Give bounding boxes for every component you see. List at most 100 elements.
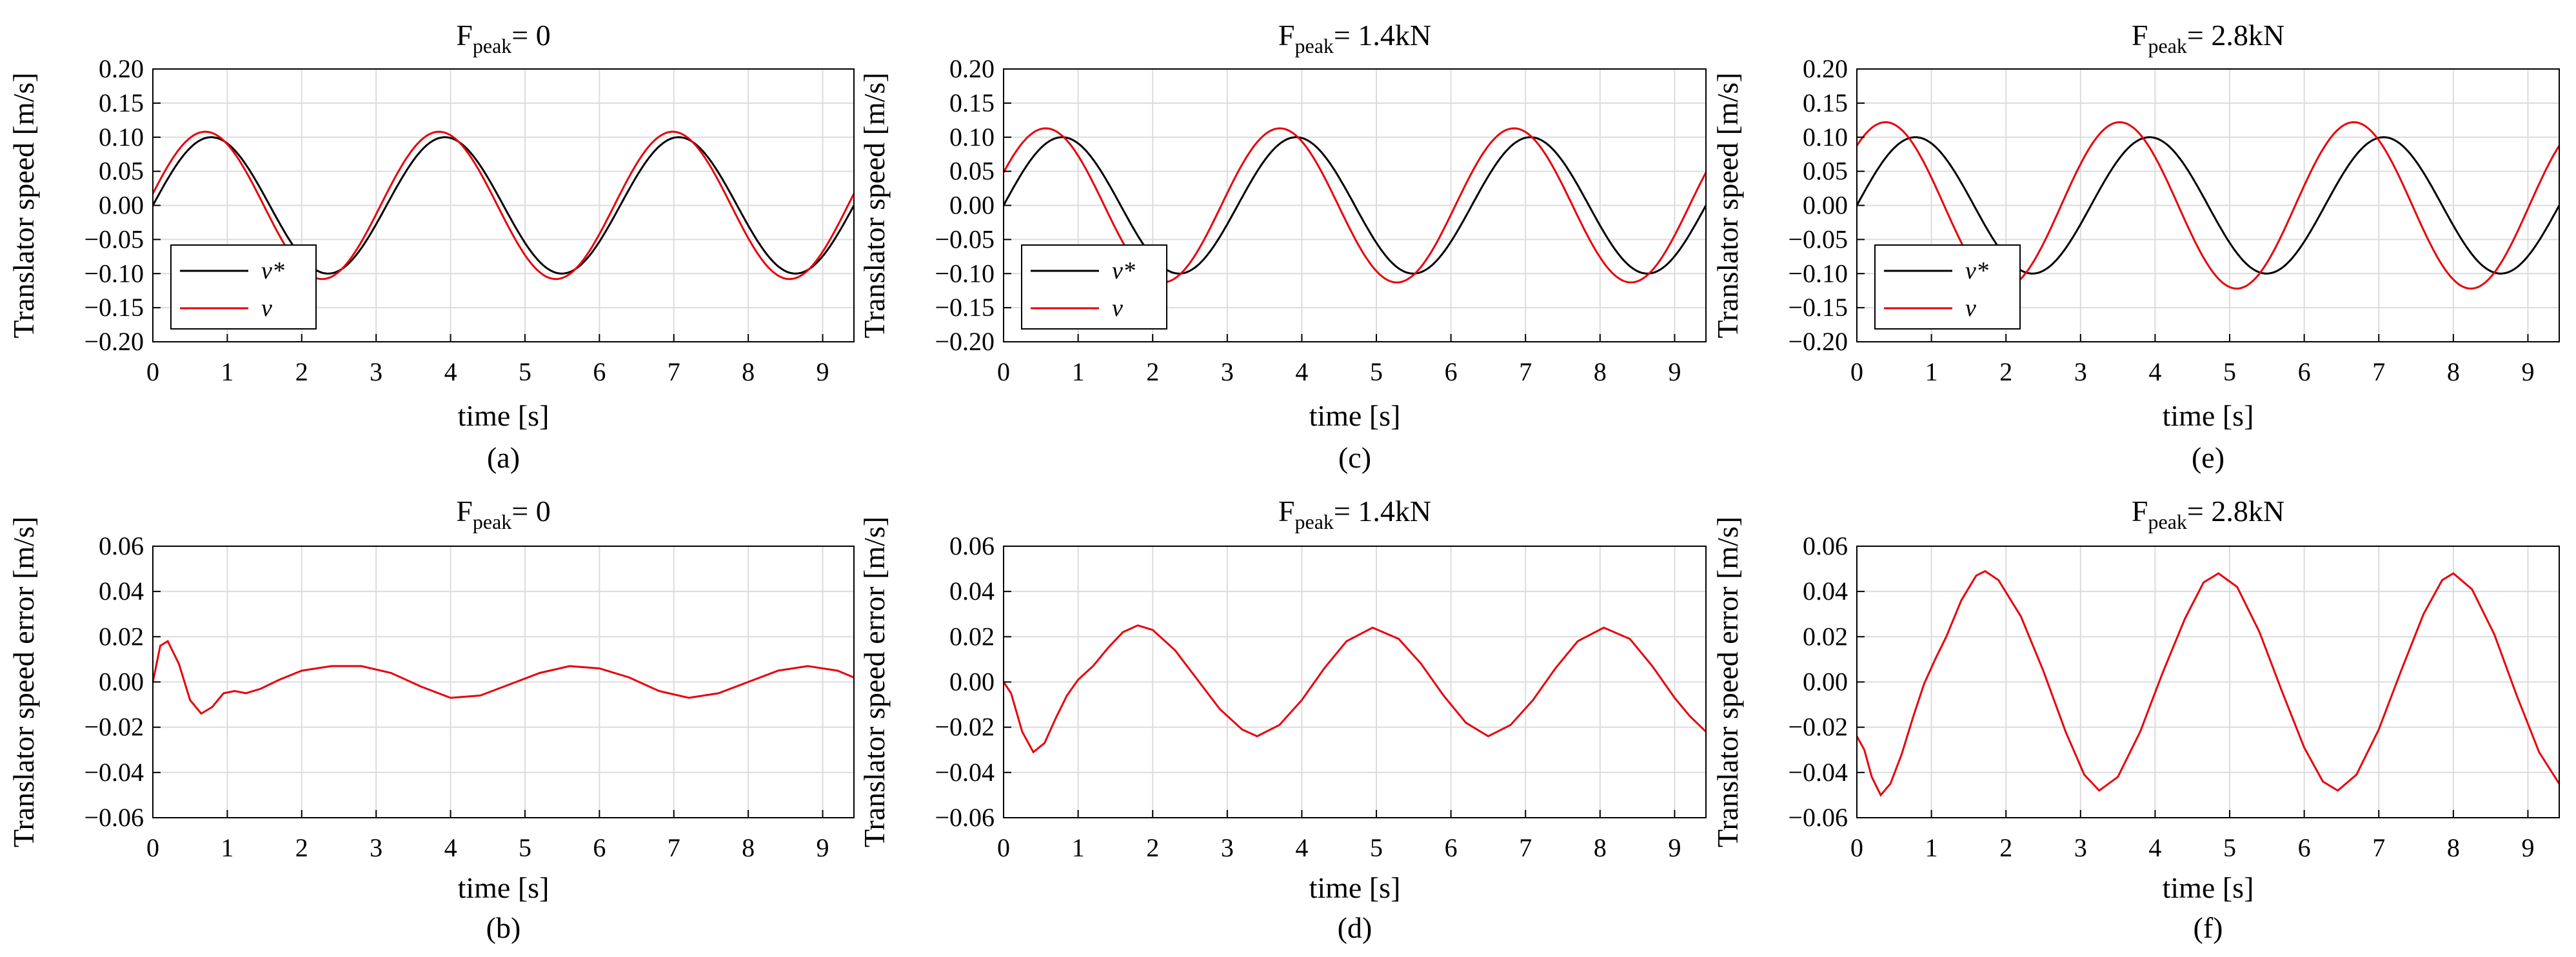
x-tick-label: 1 [1072,357,1085,386]
y-tick-label: 0.04 [99,577,144,606]
x-tick-label: 0 [997,357,1010,386]
title-value: = 2.8kN [2187,19,2284,52]
y-tick-label: −0.06 [1788,803,1848,832]
y-tick-label: −0.10 [1788,259,1848,288]
x-tick-label: 2 [1146,357,1159,386]
title-main: F [1278,495,1295,528]
y-tick-label: 0.15 [99,88,144,117]
y-tick-label: 0.04 [1803,577,1848,606]
y-tick-label: 0.15 [949,88,995,117]
chart-panel-c: 0 1 2 3 4 5 6 7 8 9 −0.20 −0.15 −0.10 −0.05 0.00 0.05 0.… [858,19,1707,474]
x-tick-label: 9 [2521,357,2534,386]
x-tick-label: 0 [146,357,159,386]
x-tick-label: 3 [370,833,382,862]
title-value: = 2.8kN [2187,495,2284,528]
x-axis-label: time [s] [1309,399,1401,432]
y-tick-label: −0.20 [1788,327,1848,356]
legend-box [1021,244,1167,330]
x-tick-label: 7 [668,833,680,862]
chart-panel-b: 0 1 2 3 4 5 6 7 8 9 −0.06 −0.04 −0.02 0.00 0.02 0.04 0.0… [7,495,855,944]
series-line-error-d [1002,624,1707,754]
y-tick-label: 0.05 [949,157,995,186]
series-line-v-c [1002,136,1707,275]
y-tick-label: −0.04 [84,758,144,787]
x-tick-label: 8 [742,833,755,862]
x-tick-label: 5 [519,357,531,386]
y-tick-label: 0.00 [1803,667,1848,696]
x-tick-label: 0 [1850,833,1863,862]
y-tick-label: 0.10 [99,123,144,152]
y-tick-label: 0.06 [99,531,144,560]
title-main: F [2132,495,2148,528]
panel-caption: (c) [1338,441,1371,474]
x-tick-label: 0 [146,833,159,862]
series-line-v-a [152,136,855,275]
y-tick-label: 0.00 [949,191,995,220]
y-tick-label: 0.10 [1803,123,1848,152]
x-tick-label: 1 [1072,833,1085,862]
x-axis-label: time [s] [2163,399,2254,432]
x-tick-label: 7 [2372,833,2385,862]
y-axis-label: Translator speed [m/s] [7,72,40,338]
title-subscript: peak [1295,510,1334,533]
chart-title: Fpeak= 2.8kN [2132,19,2284,57]
y-tick-label: 0.15 [1803,88,1848,117]
y-tick-label: 0.00 [1803,191,1848,220]
x-tick-label: 3 [2074,833,2087,862]
x-tick-label: 5 [1370,357,1383,386]
y-tick-label: 0.20 [1803,54,1848,83]
x-tick-label: 1 [1925,833,1938,862]
x-axis-label: time [s] [2163,871,2254,904]
x-tick-label: 4 [1295,357,1308,386]
y-tick-label: 0.04 [949,577,995,606]
y-axis-label: Translator speed error [m/s] [858,517,891,847]
chart-panel-f: 0 1 2 3 4 5 6 7 8 9 −0.06 −0.04 −0.02 0.00 0.02 0.04 0.0… [1711,495,2561,944]
y-tick-label: 0.05 [99,157,144,186]
y-tick-label: 0.02 [1803,622,1848,651]
legend: v* v [1021,244,1167,330]
series-line-error-f [1856,569,2561,797]
x-tick-label: 5 [1370,833,1383,862]
y-tick-label: −0.15 [935,293,995,322]
x-tick-label: 7 [1519,357,1532,386]
series-line-v-c [1002,127,1707,284]
x-tick-label: 5 [2223,833,2236,862]
y-tick-label: −0.20 [84,327,144,356]
y-tick-label: 0.00 [99,667,144,696]
title-main: F [456,495,473,528]
x-tick-label: 0 [1850,357,1863,386]
panel-caption: (a) [487,441,520,474]
title-subscript: peak [473,34,511,57]
legend-box [170,244,317,330]
x-tick-label: 6 [1445,833,1458,862]
x-tick-label: 7 [1519,833,1532,862]
x-tick-label: 3 [1221,833,1234,862]
x-tick-label: 5 [2223,357,2236,386]
y-tick-label: −0.05 [84,224,144,253]
y-tick-label: −0.10 [84,259,144,288]
x-tick-label: 7 [2372,357,2385,386]
x-tick-label: 4 [444,833,457,862]
y-tick-label: 0.20 [99,54,144,83]
y-tick-label: 0.00 [99,191,144,220]
legend-label: v [261,295,272,322]
y-tick-label: −0.15 [1788,293,1848,322]
chart-title: Fpeak= 0 [456,495,550,533]
legend: v* v [1874,244,2021,330]
chart-panel-e: 0 1 2 3 4 5 6 7 8 9 −0.20 −0.15 −0.10 −0.05 0.00 0.05 0.… [1711,19,2561,474]
legend: v* v [170,244,317,330]
y-tick-label: −0.15 [84,293,144,322]
panel-caption: (b) [486,911,521,944]
title-main: F [1278,19,1295,52]
y-tick-label: 0.06 [949,531,995,560]
y-tick-label: 0.10 [949,123,995,152]
legend-label: v [1112,295,1123,322]
title-value: = 0 [511,19,550,52]
legend-label: v [1965,295,1976,322]
y-tick-label: 0.06 [1803,531,1848,560]
y-tick-label: −0.06 [935,803,995,832]
chart-panel-d: 0 1 2 3 4 5 6 7 8 9 −0.06 −0.04 −0.02 0.00 0.02 0.04 0.0… [858,495,1707,944]
y-tick-label: −0.05 [935,224,995,253]
x-axis-label: time [s] [1309,871,1401,904]
